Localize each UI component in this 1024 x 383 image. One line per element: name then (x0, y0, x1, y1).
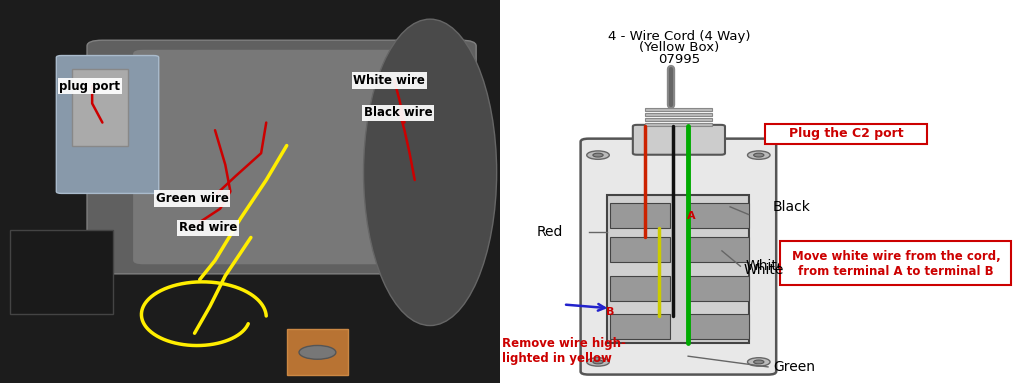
Circle shape (299, 345, 336, 359)
Bar (689, 276, 749, 301)
Bar (10, 230, 113, 314)
FancyBboxPatch shape (87, 40, 476, 274)
FancyBboxPatch shape (581, 139, 776, 375)
Circle shape (748, 358, 770, 366)
FancyBboxPatch shape (633, 125, 725, 155)
Circle shape (754, 153, 764, 157)
Text: 07995: 07995 (657, 53, 700, 66)
Bar (610, 276, 670, 301)
Bar (645, 108, 712, 111)
Text: White wire: White wire (353, 74, 425, 87)
Circle shape (593, 360, 603, 364)
Bar (689, 237, 749, 262)
Text: White: White (743, 263, 783, 277)
Bar (645, 123, 712, 126)
Text: Move white wire from the cord,
from terminal A to terminal B: Move white wire from the cord, from term… (792, 249, 1000, 278)
FancyBboxPatch shape (133, 50, 440, 264)
Bar (610, 314, 670, 339)
Bar (610, 237, 670, 262)
Text: Green: Green (773, 360, 815, 374)
Bar (607, 195, 749, 343)
Text: Red wire: Red wire (179, 221, 238, 234)
Circle shape (754, 360, 764, 364)
FancyBboxPatch shape (56, 56, 159, 193)
FancyBboxPatch shape (765, 124, 927, 144)
Text: plug port: plug port (59, 80, 121, 93)
Text: B: B (606, 307, 614, 317)
Text: (Yellow Box): (Yellow Box) (639, 41, 719, 54)
Text: Black: Black (773, 200, 811, 214)
Bar (689, 203, 749, 228)
Text: Green wire: Green wire (156, 192, 228, 205)
FancyBboxPatch shape (780, 241, 1011, 285)
Bar (287, 329, 348, 375)
Text: White: White (745, 259, 785, 273)
Bar (645, 118, 712, 121)
Bar (610, 203, 670, 228)
Bar (72, 69, 128, 146)
Bar (689, 314, 749, 339)
Bar (0, 0, 500, 383)
Text: Remove wire high-
lighted in yellow: Remove wire high- lighted in yellow (502, 337, 626, 365)
Circle shape (587, 358, 609, 366)
Text: 4 - Wire Cord (4 Way): 4 - Wire Cord (4 Way) (607, 30, 751, 43)
Text: Red: Red (537, 225, 563, 239)
Text: Black wire: Black wire (364, 106, 432, 119)
Bar (645, 113, 712, 116)
Text: Plug the C2 port: Plug the C2 port (788, 127, 903, 140)
Ellipse shape (364, 19, 497, 326)
Bar (500, 0, 1024, 383)
Circle shape (587, 151, 609, 159)
Circle shape (748, 151, 770, 159)
Circle shape (593, 153, 603, 157)
Text: A: A (687, 211, 695, 221)
